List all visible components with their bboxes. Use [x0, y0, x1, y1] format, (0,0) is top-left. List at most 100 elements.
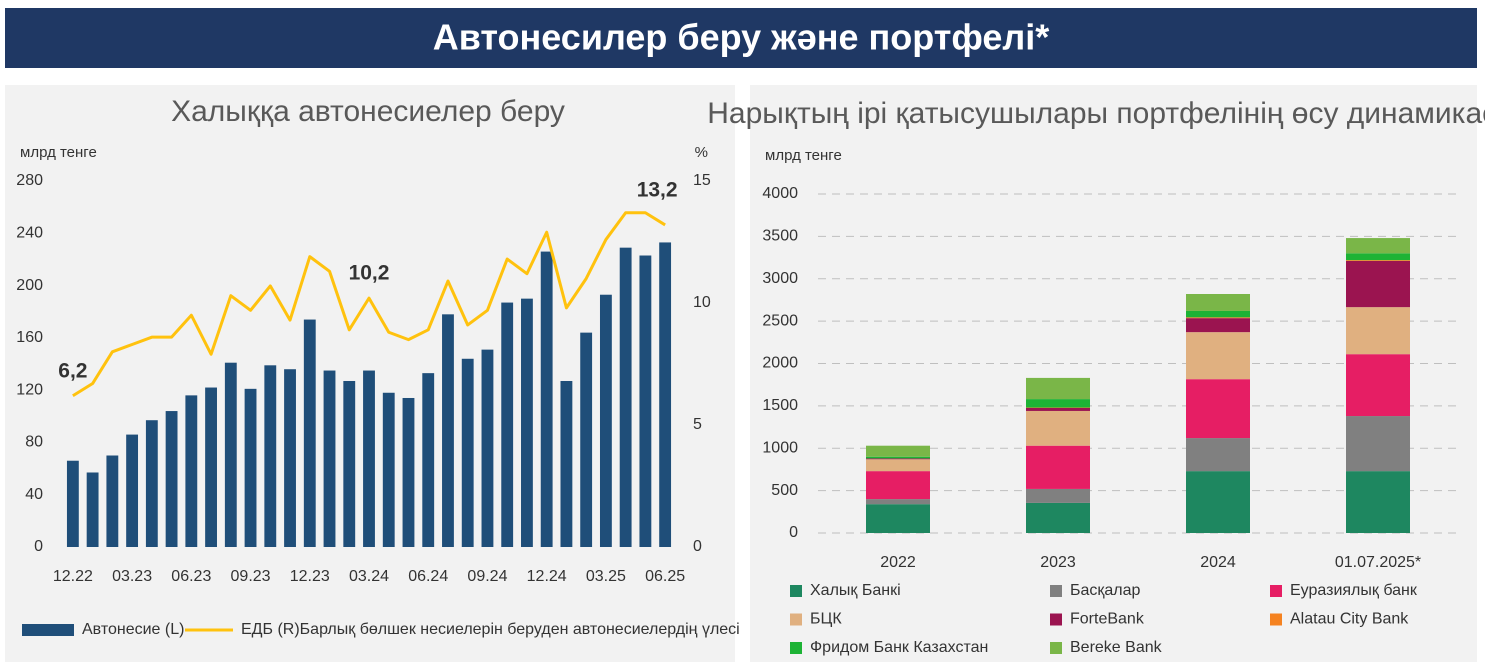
bar — [521, 298, 533, 547]
chart-title: Нарықтың ірі қатысушылары портфелінің өс… — [707, 97, 1485, 130]
bar — [639, 255, 652, 547]
y-tick-label: 280 — [16, 172, 43, 189]
bar-segment — [1026, 410, 1090, 446]
bar — [264, 365, 277, 547]
x-tick-label: 03.24 — [349, 568, 389, 585]
bar — [402, 397, 415, 547]
bar-segment — [866, 499, 930, 505]
bar-segment — [1346, 260, 1410, 261]
bar — [659, 242, 672, 547]
bar-segment — [866, 504, 930, 533]
bar — [501, 302, 514, 547]
x-tick-label: 12.23 — [290, 568, 330, 585]
chart-title: Халыққа автонесиелер беру — [171, 95, 565, 128]
bar-segment — [1026, 502, 1090, 533]
x-tick-label: 03.23 — [112, 568, 152, 585]
y-axis-unit: млрд тенге — [20, 144, 97, 161]
legend-swatch — [1050, 585, 1062, 597]
data-label: 10,2 — [349, 262, 390, 285]
bar-segment — [1026, 377, 1090, 400]
bar — [560, 380, 573, 547]
legend-swatch — [790, 585, 802, 597]
bar — [244, 388, 257, 547]
legend-swatch — [1270, 613, 1282, 626]
bar — [106, 455, 119, 547]
bar-segment — [1186, 310, 1250, 318]
bar-segment — [866, 456, 930, 459]
bar — [619, 247, 632, 547]
bar-segment — [1186, 317, 1250, 319]
bar-segment — [1186, 379, 1250, 439]
bar-segment — [866, 459, 930, 472]
bar — [442, 314, 454, 547]
bar-segment — [866, 445, 930, 457]
x-tick-label: 06.25 — [645, 568, 685, 585]
legend-swatch — [790, 613, 802, 626]
bar — [580, 332, 593, 547]
bar — [363, 370, 375, 547]
bar-segment — [1026, 407, 1090, 411]
bar-segment — [866, 471, 930, 500]
x-tick-label: 03.25 — [586, 568, 626, 585]
bar-segment — [1026, 488, 1090, 503]
legend-label: Еуразиялық банк — [1290, 582, 1418, 599]
bar-segment — [1346, 354, 1410, 417]
bar — [66, 460, 79, 547]
data-label: 6,2 — [58, 359, 87, 382]
bar — [185, 395, 198, 547]
bar-segment — [1186, 438, 1250, 472]
bar — [540, 251, 553, 548]
bar-segment — [1186, 471, 1250, 533]
page-title: Автонесилер беру және портфелі* — [433, 17, 1050, 58]
bar-segment — [1346, 238, 1410, 254]
legend-swatch — [1050, 613, 1062, 626]
y-axis-unit: млрд тенге — [765, 147, 842, 164]
bar-segment — [1026, 399, 1090, 408]
y2-tick-label: 0 — [693, 538, 702, 555]
data-label: 13,2 — [637, 178, 678, 201]
bar — [461, 358, 474, 547]
header-band — [5, 8, 1477, 68]
y2-tick-label: 15 — [693, 172, 711, 189]
y-tick-label: 160 — [16, 329, 43, 346]
y-tick-label: 1000 — [762, 439, 798, 456]
y2-tick-label: 10 — [693, 294, 711, 311]
legend-label: Халық Банкі — [810, 582, 901, 599]
x-tick-label: 09.23 — [231, 568, 271, 585]
x-tick-label: 09.24 — [467, 568, 507, 585]
y-tick-label: 1500 — [762, 397, 798, 414]
bar — [126, 434, 139, 547]
x-tick-label: 06.24 — [408, 568, 448, 585]
y-tick-label: 4000 — [762, 185, 798, 202]
bar-segment — [1186, 318, 1250, 333]
bar — [422, 373, 435, 547]
bar — [599, 294, 612, 547]
bar — [165, 411, 178, 547]
line — [72, 211, 666, 397]
y-tick-label: 3000 — [762, 270, 798, 287]
legend-label: Фридом Банк Казахстан — [810, 639, 988, 656]
legend-label: Alatau City Bank — [1290, 611, 1409, 628]
bar — [343, 380, 356, 547]
y-tick-label: 2500 — [762, 312, 798, 329]
y-tick-label: 40 — [25, 486, 43, 503]
x-tick-label: 12.22 — [53, 568, 93, 585]
legend-swatch — [22, 624, 74, 636]
bar-segment — [1346, 260, 1410, 308]
bar — [86, 472, 99, 547]
x-tick-label: 06.23 — [171, 568, 211, 585]
x-tick-label: 12.24 — [527, 568, 567, 585]
legend-label: Автонесие (L) — [82, 621, 184, 638]
legend-label: ForteBank — [1070, 611, 1145, 628]
y2-axis-unit: % — [695, 144, 708, 161]
legend-swatch — [1050, 642, 1062, 654]
bar — [145, 420, 158, 547]
y-tick-label: 500 — [771, 482, 798, 499]
legend-label: Bereke Bank — [1070, 639, 1163, 656]
bar-segment — [1186, 294, 1250, 311]
bar — [224, 362, 237, 547]
x-tick-label: 01.07.2025* — [1335, 554, 1421, 571]
y-tick-label: 200 — [16, 277, 43, 294]
bar-segment — [1346, 471, 1410, 533]
